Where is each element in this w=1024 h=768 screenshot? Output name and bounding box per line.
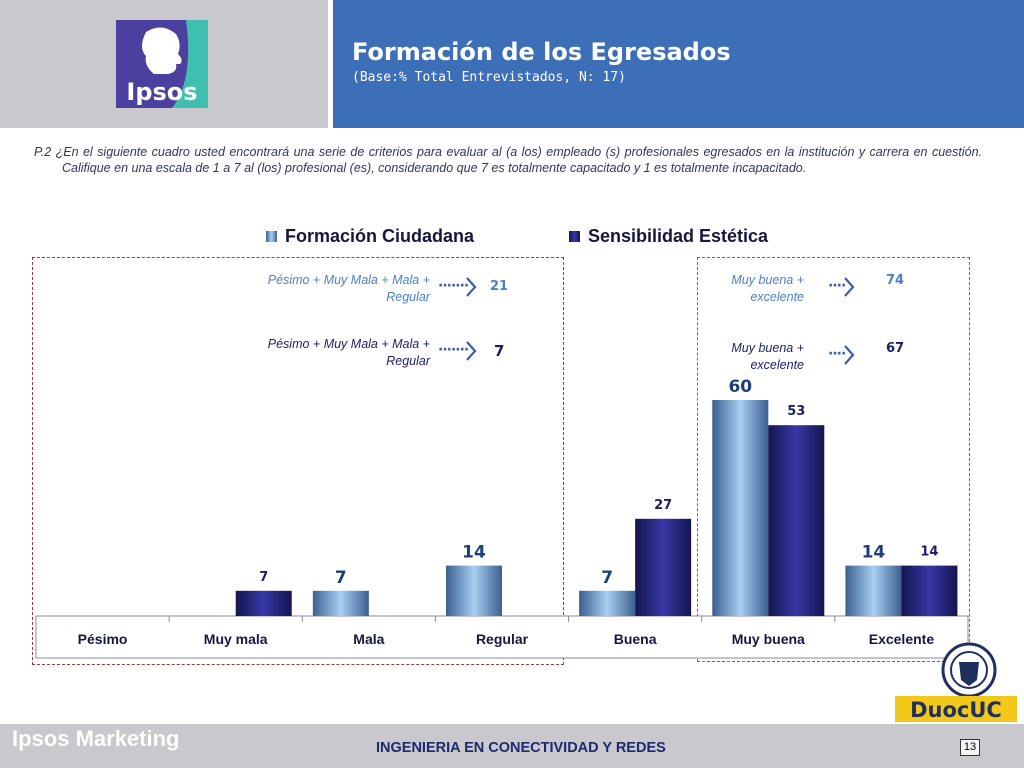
chevron-right-icon [844, 277, 855, 297]
x-tick-label: Mala [353, 631, 384, 647]
x-tick-label: Pésimo [78, 631, 128, 647]
data-label: 60 [728, 377, 752, 397]
header-title-panel [333, 0, 1024, 128]
data-label: 7 [259, 570, 268, 585]
legend-swatch-formacion [266, 231, 277, 242]
data-label: 53 [787, 404, 805, 419]
annotation-left-2-dots: ······· [438, 342, 469, 358]
data-label: 14 [920, 545, 938, 560]
data-label: 14 [462, 543, 486, 563]
legend-swatch-sensibilidad [569, 231, 580, 242]
ipsos-logo-text: Ipsos [126, 78, 197, 106]
footer-brand: Ipsos Marketing [12, 726, 180, 751]
annotation-left-2-value: 7 [494, 342, 505, 360]
x-tick-label: Regular [476, 631, 529, 647]
x-axis-band [35, 615, 969, 659]
annotation-left-2-label: Pésimo + Muy Mala + Mala + Regular [267, 337, 430, 368]
bars [235, 400, 958, 616]
ipsos-logo: Ipsos [116, 20, 208, 108]
x-axis: Pésimo Muy mala Mala Regular Buena Muy buena E… [35, 615, 969, 659]
bar-sensibilidad [901, 565, 958, 616]
data-label: 7 [335, 568, 347, 588]
negative-ratings-box [32, 257, 564, 665]
duocuc-logo: DuocUC [895, 642, 1017, 722]
bar-formacion [712, 400, 769, 616]
bar-formacion [312, 590, 369, 616]
chevron-right-icon [466, 277, 477, 297]
bar-sensibilidad [768, 425, 825, 616]
positive-ratings-box [697, 257, 970, 662]
legend-label-sensibilidad: Sensibilidad Estética [588, 226, 769, 246]
bar-formacion [579, 590, 636, 616]
annotation-left-1-label: Pésimo + Muy Mala + Mala + Regular [267, 273, 430, 304]
annotation-right-2-value: 67 [886, 341, 905, 356]
bar-sensibilidad [235, 590, 292, 616]
footer-title: INGENIERIA EN CONECTIVIDAD Y REDES [376, 740, 666, 756]
annotation-left-1-value: 21 [490, 279, 509, 294]
data-label: 7 [601, 568, 613, 588]
page-subtitle: (Base:% Total Entrevistados, N: 17) [352, 70, 626, 85]
annotation-left-1-dots: ······· [438, 278, 469, 294]
x-tick-label: Excelente [869, 631, 935, 647]
legend-sensibilidad-estetica: Sensibilidad Estética [569, 226, 768, 247]
x-tick-label: Muy buena [732, 631, 805, 647]
x-tick-label: Muy mala [204, 631, 268, 647]
data-label: 14 [862, 543, 886, 563]
footer-bar [0, 724, 1024, 768]
annotation-right-2-dots: ···· [828, 346, 846, 362]
data-label: 27 [654, 498, 672, 513]
bar-value-labels: 7 14 7 60 14 7 27 53 14 [259, 377, 938, 588]
page-title: Formación de los Egresados [352, 38, 731, 66]
bar-formacion [845, 565, 902, 616]
annotation-right-1-label: Muy buena + excelente [731, 273, 804, 304]
bar-sensibilidad [635, 518, 692, 616]
page-number: 13 [960, 739, 980, 756]
bar-formacion [446, 565, 502, 616]
chevron-right-icon [466, 341, 477, 361]
survey-question: P.2 ¿En el siguiente cuadro usted encont… [34, 145, 982, 175]
annotation-right-1-value: 74 [886, 273, 905, 288]
x-tick-label: Buena [614, 631, 657, 647]
annotation-right-1-dots: ···· [828, 278, 846, 294]
annotation-right-2-label: Muy buena + excelente [731, 341, 804, 372]
legend-label-formacion: Formación Ciudadana [285, 226, 475, 246]
chevron-right-icon [844, 345, 855, 365]
rating-bar-chart: Pésimo Muy mala Mala Regular Buena Muy buena E… [35, 377, 969, 659]
duocuc-logo-text: DuocUC [910, 698, 1002, 722]
legend-formacion-ciudadana: Formación Ciudadana [266, 226, 474, 247]
